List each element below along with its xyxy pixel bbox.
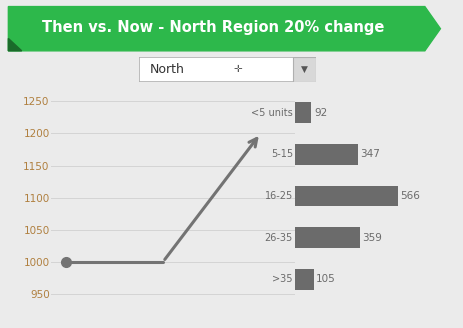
Polygon shape (8, 38, 22, 51)
Bar (294, 227, 359, 248)
Text: 347: 347 (360, 149, 379, 159)
Text: North: North (150, 63, 184, 76)
Bar (294, 144, 357, 165)
FancyBboxPatch shape (139, 57, 315, 82)
Polygon shape (8, 7, 439, 51)
Text: 105: 105 (316, 274, 335, 284)
Bar (294, 186, 397, 206)
Bar (294, 102, 311, 123)
FancyBboxPatch shape (292, 57, 315, 82)
Text: 359: 359 (362, 233, 382, 243)
Text: >35: >35 (272, 274, 292, 284)
Text: 26-35: 26-35 (264, 233, 292, 243)
Text: ✛: ✛ (233, 64, 242, 74)
Text: 566: 566 (399, 191, 419, 201)
Bar (294, 269, 313, 290)
Text: <5 units: <5 units (250, 108, 292, 118)
Text: ▼: ▼ (300, 65, 307, 74)
Text: 5-15: 5-15 (270, 149, 292, 159)
Text: 92: 92 (313, 108, 326, 118)
Text: Then vs. Now - North Region 20% change: Then vs. Now - North Region 20% change (42, 20, 384, 35)
Text: 16-25: 16-25 (264, 191, 292, 201)
